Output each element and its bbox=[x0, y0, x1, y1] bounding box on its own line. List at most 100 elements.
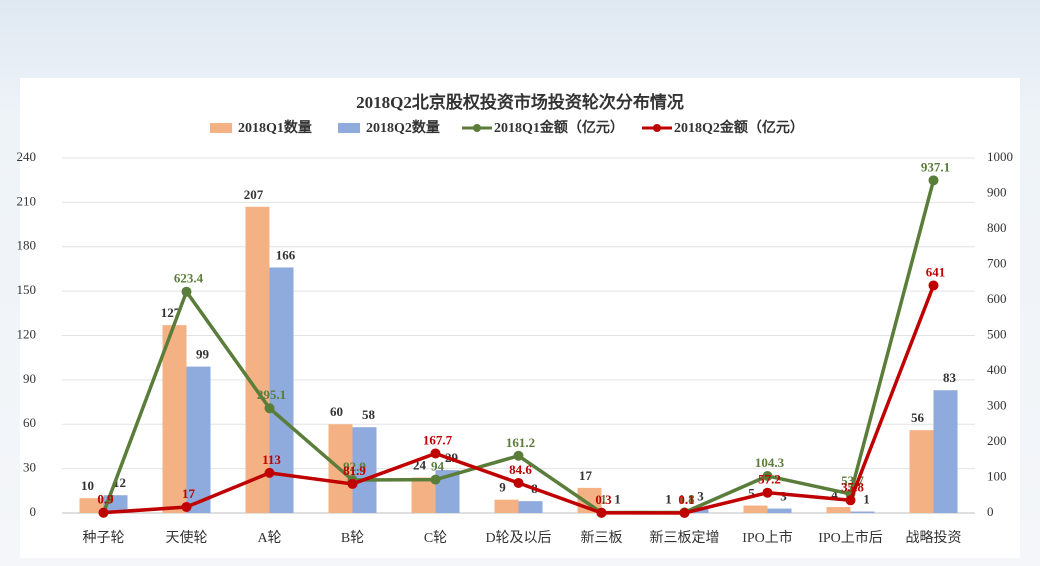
line-point bbox=[513, 477, 524, 488]
line-point bbox=[264, 467, 275, 478]
line-value-label: 104.3 bbox=[755, 455, 785, 470]
y2-tick-label: 400 bbox=[987, 362, 1007, 377]
line-point bbox=[347, 478, 358, 489]
y2-tick-label: 800 bbox=[987, 220, 1007, 235]
x-tick-label: 种子轮 bbox=[83, 530, 125, 546]
line-point bbox=[928, 280, 939, 291]
y2-tick-label: 900 bbox=[987, 184, 1007, 199]
line-value-label: 0.7 bbox=[97, 492, 114, 507]
x-tick-label: 新三板定增 bbox=[650, 530, 720, 546]
x-tick-label: IPO上市后 bbox=[818, 529, 883, 546]
y-tick-label: 0 bbox=[30, 504, 37, 519]
bar-value-label: 10 bbox=[81, 478, 94, 493]
y-tick-label: 180 bbox=[17, 238, 37, 253]
x-tick-label: 新三板 bbox=[581, 530, 623, 546]
line-point bbox=[679, 507, 690, 518]
line-value-label: 1 bbox=[600, 492, 607, 507]
line-value-label: 35.8 bbox=[841, 479, 864, 494]
y2-tick-label: 0 bbox=[987, 504, 994, 519]
bar bbox=[352, 427, 377, 513]
line-point bbox=[928, 175, 939, 186]
x-tick-label: C轮 bbox=[424, 530, 447, 546]
y-tick-label: 150 bbox=[17, 282, 37, 297]
line-value-label: 17 bbox=[182, 486, 196, 501]
bar bbox=[245, 206, 270, 513]
bar-value-label: 5 bbox=[748, 486, 755, 501]
line-value-label: 84.6 bbox=[509, 462, 532, 477]
line-value-label: 1.8 bbox=[678, 491, 695, 506]
bar-value-label: 9 bbox=[499, 480, 506, 495]
bar bbox=[494, 499, 519, 513]
line-value-label: 57.2 bbox=[758, 472, 781, 487]
line-point bbox=[181, 286, 192, 297]
y2-tick-label: 1000 bbox=[987, 149, 1013, 164]
bar bbox=[79, 498, 104, 513]
bar-value-label: 99 bbox=[196, 347, 210, 362]
line-value-label: 113 bbox=[262, 452, 281, 467]
line-value-label: 0.9 bbox=[97, 492, 114, 507]
bar bbox=[909, 430, 934, 513]
y-tick-label: 90 bbox=[23, 371, 36, 386]
legend-label: 2018Q2金额（亿元） bbox=[674, 119, 804, 136]
legend-swatch bbox=[473, 124, 481, 132]
line-value-label: 937.1 bbox=[921, 159, 950, 174]
legend-swatch bbox=[338, 123, 360, 133]
line-value-label: 161.2 bbox=[506, 435, 535, 450]
bar-value-label: 1 bbox=[614, 492, 621, 507]
line-value-label: 0.3 bbox=[595, 492, 612, 507]
chart-title: 2018Q2北京股权投资市场投资轮次分布情况 bbox=[356, 92, 684, 112]
line-point bbox=[181, 501, 192, 512]
line-point bbox=[762, 487, 773, 498]
x-tick-label: IPO上市 bbox=[742, 529, 793, 546]
legend-label: 2018Q1数量 bbox=[238, 119, 312, 136]
bar bbox=[767, 508, 792, 513]
legend-label: 2018Q2数量 bbox=[366, 119, 440, 136]
y2-tick-label: 300 bbox=[987, 397, 1007, 412]
line-value-label: 167.7 bbox=[423, 432, 453, 447]
line-point bbox=[596, 507, 607, 518]
y-tick-label: 30 bbox=[23, 460, 36, 475]
bar-value-label: 207 bbox=[244, 187, 264, 202]
bar bbox=[826, 507, 851, 513]
x-tick-label: 天使轮 bbox=[166, 529, 208, 546]
y2-tick-label: 600 bbox=[987, 291, 1007, 306]
y2-tick-label: 100 bbox=[987, 468, 1007, 483]
bar bbox=[933, 390, 958, 513]
bar bbox=[850, 511, 875, 513]
y-tick-label: 60 bbox=[23, 415, 36, 430]
legend-label: 2018Q1金额（亿元） bbox=[494, 119, 624, 136]
bar-value-label: 1 bbox=[863, 492, 870, 507]
x-tick-label: A轮 bbox=[257, 530, 281, 546]
line-value-label: 295.1 bbox=[257, 387, 286, 402]
legend-swatch bbox=[210, 123, 232, 133]
line-point bbox=[98, 507, 109, 518]
line-point bbox=[513, 450, 524, 461]
bar bbox=[186, 366, 211, 513]
bar bbox=[411, 477, 436, 513]
line-value-label: 92.9 bbox=[343, 459, 366, 474]
line-point bbox=[264, 403, 275, 414]
y2-tick-label: 200 bbox=[987, 433, 1007, 448]
bar-value-label: 58 bbox=[362, 407, 376, 422]
bar-value-label: 3 bbox=[697, 489, 704, 504]
bar-value-label: 4 bbox=[831, 487, 838, 502]
bar-value-label: 166 bbox=[276, 247, 296, 262]
bar-value-label: 17 bbox=[579, 468, 593, 483]
bar bbox=[743, 505, 768, 513]
line-point bbox=[762, 470, 773, 481]
bar-value-label: 56 bbox=[911, 410, 925, 425]
y-tick-label: 120 bbox=[17, 326, 37, 341]
line-value-label: 623.4 bbox=[174, 271, 204, 286]
line-value-label: 0.1 bbox=[678, 492, 694, 507]
y-tick-label: 210 bbox=[17, 193, 37, 208]
line-value-label: 81.9 bbox=[343, 463, 366, 478]
line-value-label: 641 bbox=[926, 264, 946, 279]
x-tick-label: 战略投资 bbox=[906, 530, 962, 546]
y2-tick-label: 700 bbox=[987, 255, 1007, 270]
y2-tick-label: 500 bbox=[987, 326, 1007, 341]
x-tick-label: B轮 bbox=[341, 530, 364, 546]
bar-value-label: 3 bbox=[780, 489, 787, 504]
bar bbox=[162, 325, 187, 513]
bar-value-label: 60 bbox=[330, 404, 343, 419]
